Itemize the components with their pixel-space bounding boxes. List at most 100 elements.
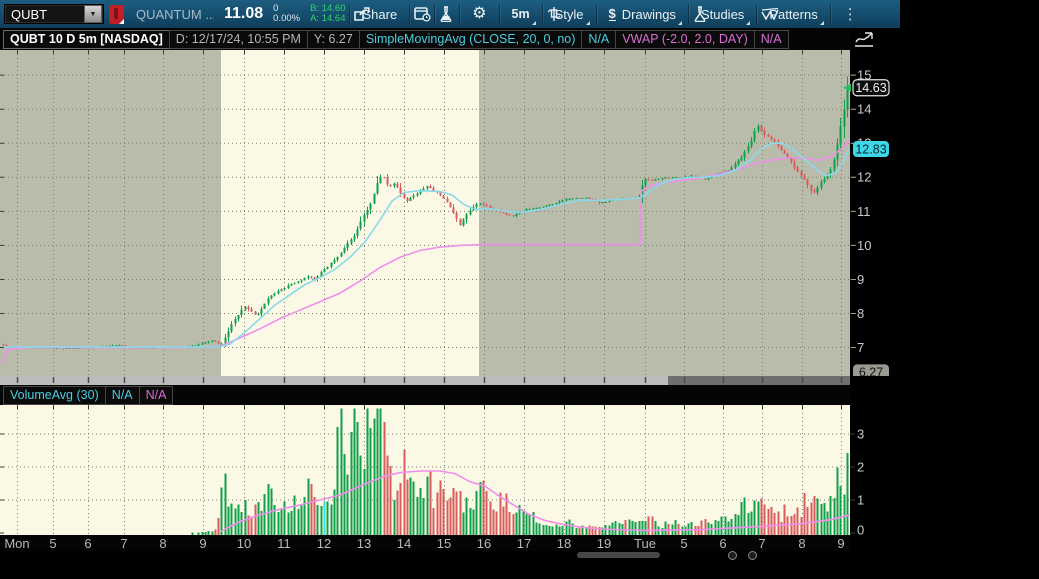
scrollbar-thumb[interactable] [0,376,668,385]
price-axis-label: 8 [857,306,864,321]
share-label: Share [362,6,398,22]
time-axis: Mon 5 6 7 8 9 10 11 12 13 14 15 16 17 18 19 Tue 5 6 7 8 9 [0,535,850,551]
share-button[interactable]: Share [354,0,405,28]
studies-label: Studies [700,6,745,22]
current-price-arrow-icon [843,83,851,92]
sma-value-bubble-box [853,141,889,158]
volume-axis-label: 2 [857,459,864,474]
last-price-bubble-box [852,79,890,97]
time-axis-label: 5 [49,536,57,551]
time-axis-label: 6 [84,536,92,551]
volume-axis-label: 3 [857,426,864,441]
scrollstrip-ticks [16,377,843,383]
price-axis-label: 7 [857,340,864,355]
time-axis-label: 19 [596,536,612,551]
symbol-combo[interactable]: QUBT ▼ [4,4,104,24]
volume-axis-label: 0 [857,522,864,535]
price-axis-label: 14 [857,102,871,117]
price-axis-ticks [851,74,856,349]
time-axis-label: 16 [476,536,492,551]
drawings-label: Drawings [621,6,676,22]
time-axis-label: 18 [556,536,572,551]
studies-flask-icon [694,6,706,22]
share-icon [354,7,371,21]
volume-average-line [220,470,851,533]
volumeavg-value1: N/A [104,385,140,405]
ellipsis-icon: ⋮ [842,6,858,23]
time-axis-label: 9 [837,536,845,551]
chart-title: QUBT 10 D 5m [NASDAQ] [3,29,170,49]
last-price: 11.08 [224,5,264,22]
symbol-dropdown-button[interactable]: ▼ [84,5,102,23]
rth-session-band [221,50,479,376]
time-axis-label: 9 [199,536,207,551]
studies-button[interactable]: Studies [693,0,752,28]
vwap-study-label[interactable]: VWAP (-2.0, 2.0, DAY) [615,29,755,49]
expand-chart-icon[interactable] [852,30,876,49]
volume-chart-pane[interactable]: 0 1 2 3 [0,405,1039,535]
price-gridlines [0,50,850,376]
cursor-price-bubble: 6.27 [859,366,883,376]
ondemand-button[interactable] [439,0,455,28]
volume-pane-bg [0,405,850,535]
timeframe-button[interactable]: 5m [504,0,538,28]
price-axis-label: 11 [857,204,871,219]
time-axis-label: 7 [120,536,128,551]
horizontal-scrollbar-thumb[interactable] [577,552,660,558]
chart-header: QUBT 10 D 5m [NASDAQ] D: 12/17/24, 10:55… [0,28,850,50]
sma-line [2,142,850,348]
cursor-y-value: Y: 6.27 [306,29,360,49]
sma-study-value: N/A [581,29,617,49]
more-menu-button[interactable]: ⋮ [835,0,866,28]
volume-axis-label: 1 [857,492,864,507]
news-alert-icon[interactable] [109,4,124,24]
chart-style-icon [547,7,561,21]
volume-bar-highlighted [323,501,326,535]
time-axis-label: 17 [516,536,532,551]
vwap-study-value: N/A [753,29,789,49]
sma-study-label[interactable]: SimpleMovingAvg (CLOSE, 20, 0, no) [358,29,583,49]
time-axis-label: 13 [356,536,372,551]
symbol-input[interactable]: QUBT [11,6,48,22]
settings-button[interactable]: ⚙ [464,0,494,28]
style-button[interactable]: Style [547,0,592,28]
time-axis-label: 10 [236,536,252,551]
price-axis-label: 12 [857,170,871,185]
time-axis-label: 8 [159,536,167,551]
patterns-icon [761,7,779,21]
patterns-button[interactable]: Patterns [761,0,825,28]
bid-value: B: 14.60 [310,3,346,14]
top-toolbar: QUBT ▼ QUANTUM ... 11.08 0 0.00% B: 14.6… [0,0,900,28]
last-price-bubble: 14.63 [855,81,886,95]
volume-study-header: VolumeAvg (30) N/A N/A [0,385,850,405]
volumeavg-label[interactable]: VolumeAvg (30) [3,385,106,405]
time-axis-label: 11 [277,536,291,551]
time-axis-label: 7 [758,536,766,551]
time-axis-label: 8 [798,536,806,551]
price-axis-label: 9 [857,272,864,287]
volumeavg-value2: N/A [138,385,174,405]
time-axis-label: 12 [316,536,332,551]
time-axis-label: 6 [719,536,727,551]
company-name: QUANTUM ... [136,6,214,22]
pane-divider-scrollbar[interactable] [0,376,850,385]
sma-value-bubble: 12.83 [855,142,886,156]
drawings-button[interactable]: $ Drawings [601,0,684,28]
change-block: 0 0.00% [273,4,300,24]
calendar-clock-icon [414,7,431,22]
panel-handle-dot-2[interactable] [748,551,757,560]
cursor-price-bubble-box [853,364,889,376]
volume-gridlines [0,405,850,535]
panel-handle-dot-1[interactable] [728,551,737,560]
time-axis-label: Mon [4,536,30,551]
flask-icon [440,6,452,22]
calendar-button[interactable] [414,0,431,28]
change-percent: 0.00% [273,13,301,24]
chevron-down-icon: ▼ [89,10,97,18]
drawings-icon: $ [608,6,616,21]
volume-pane-ticks [0,405,855,534]
price-axis-label: 10 [857,238,871,253]
price-axis-label: 15 [857,68,871,83]
